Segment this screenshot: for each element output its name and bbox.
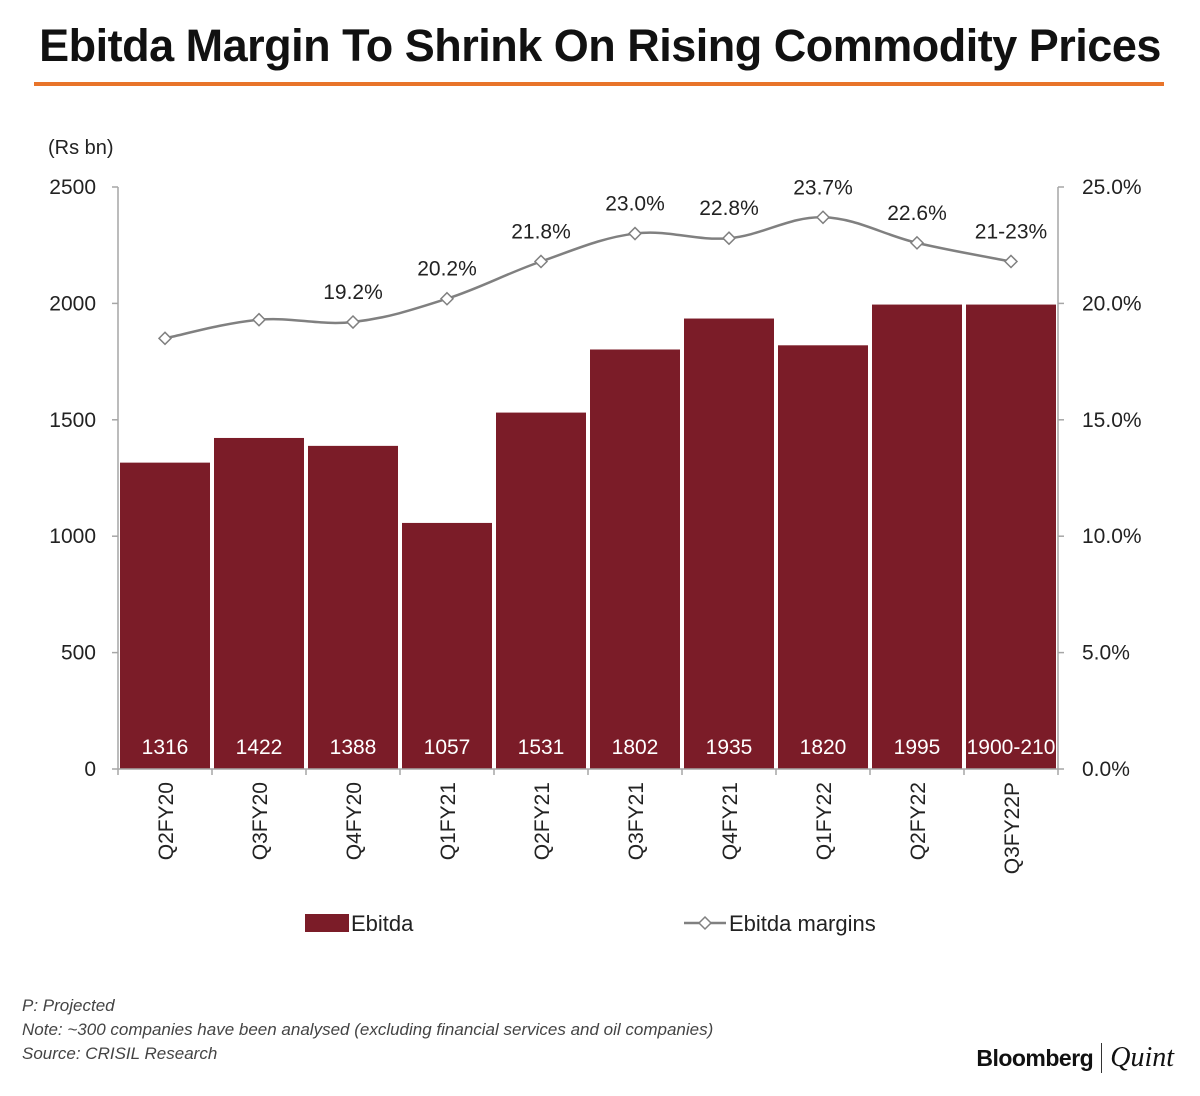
brand-quint: Quint [1110, 1042, 1174, 1073]
bar-q4fy20 [308, 445, 398, 769]
margin-marker [251, 312, 267, 327]
bar-value-label: 1422 [236, 736, 283, 759]
left-tick-label: 0 [84, 758, 96, 781]
margin-line [164, 216, 1012, 340]
bar-value-label: 1820 [800, 736, 847, 759]
x-category-label: Q3FY21 [625, 782, 648, 860]
bar-q3fy20 [214, 437, 304, 769]
bar-q3fy22p [966, 304, 1056, 769]
x-category-label: Q3FY20 [249, 782, 272, 860]
footnotes: P: Projected Note: ~300 companies have b… [22, 994, 713, 1066]
margin-data-label: 21.8% [511, 220, 571, 243]
bar-value-label: 1388 [330, 736, 377, 759]
bar-value-label: 1057 [424, 736, 471, 759]
brand-separator [1101, 1043, 1103, 1073]
footnote-note: Note: ~300 companies have been analysed … [22, 1020, 714, 1039]
legend-margin-label: Ebitda margins [729, 911, 876, 936]
left-tick-label: 1500 [49, 409, 96, 432]
margin-marker [627, 226, 643, 241]
margin-marker [533, 254, 549, 269]
margin-data-label: 23.0% [605, 193, 665, 216]
bar-value-label: 1935 [706, 736, 753, 759]
margin-marker [157, 331, 173, 346]
x-category-label: Q4FY20 [343, 782, 366, 860]
margin-data-label: 22.8% [699, 197, 759, 220]
x-category-label: Q2FY21 [531, 782, 554, 860]
margin-data-label: 22.6% [887, 202, 947, 225]
bar-value-label: 1316 [142, 736, 189, 759]
margin-marker [909, 235, 925, 250]
bar-value-label: 1995 [894, 736, 941, 759]
bar-value-label: 1802 [612, 736, 659, 759]
x-category-label: Q4FY21 [719, 782, 742, 860]
y-unit-label: (Rs bn) [48, 137, 114, 159]
bar-value-label: 1900-210 [967, 736, 1056, 759]
left-tick-label: 500 [61, 642, 96, 665]
margin-marker [721, 231, 737, 246]
bar-q2fy22 [872, 304, 962, 769]
left-tick-label: 2000 [49, 292, 96, 315]
bar-q1fy21 [402, 522, 492, 769]
right-tick-label: 20.0% [1082, 292, 1142, 315]
bar-q4fy21 [684, 318, 774, 769]
bar-q3fy21 [590, 349, 680, 769]
margin-marker [345, 314, 361, 330]
left-tick-label: 1000 [49, 525, 96, 548]
left-tick-label: 2500 [49, 176, 96, 199]
chart-title: Ebitda Margin To Shrink On Rising Commod… [39, 20, 1161, 71]
right-tick-label: 0.0% [1082, 758, 1130, 781]
legend-ebitda-label: Ebitda [351, 911, 414, 936]
ebitda-chart: (Rs bn) 0 500 1000 1500 2000 2500 0.0% 5.0% 10.0%… [48, 137, 1142, 936]
x-category-label: Q2FY20 [155, 782, 178, 860]
margin-marker [1003, 254, 1019, 269]
footnote-source: Source: CRISIL Research [22, 1044, 218, 1063]
margin-marker [815, 210, 831, 225]
bar-q2fy21 [496, 412, 586, 769]
footnote-projected: P: Projected [22, 996, 115, 1015]
x-category-label: Q3FY22P [1001, 782, 1024, 874]
title-underline [34, 82, 1164, 86]
right-tick-label: 25.0% [1082, 176, 1142, 199]
margin-marker [439, 291, 455, 306]
margin-data-label: 20.2% [417, 258, 477, 281]
x-category-label: Q1FY21 [437, 782, 460, 860]
margin-data-label: 23.7% [793, 176, 853, 199]
x-category-label: Q2FY22 [907, 782, 930, 860]
right-tick-label: 15.0% [1082, 409, 1142, 432]
x-category-label: Q1FY22 [813, 782, 836, 860]
brand-logo: Bloomberg Quint [976, 1042, 1174, 1074]
bar-q1fy22 [778, 345, 868, 769]
margin-data-label: 21-23% [975, 220, 1047, 243]
legend-ebitda-swatch [305, 914, 349, 932]
brand-bloomberg: Bloomberg [976, 1044, 1094, 1071]
bar-value-label: 1531 [518, 736, 565, 759]
right-tick-label: 5.0% [1082, 642, 1130, 665]
legend-margin-marker [697, 915, 713, 931]
margin-data-label: 19.2% [323, 281, 383, 304]
right-tick-label: 10.0% [1082, 525, 1142, 548]
bar-q2fy20 [120, 462, 210, 769]
